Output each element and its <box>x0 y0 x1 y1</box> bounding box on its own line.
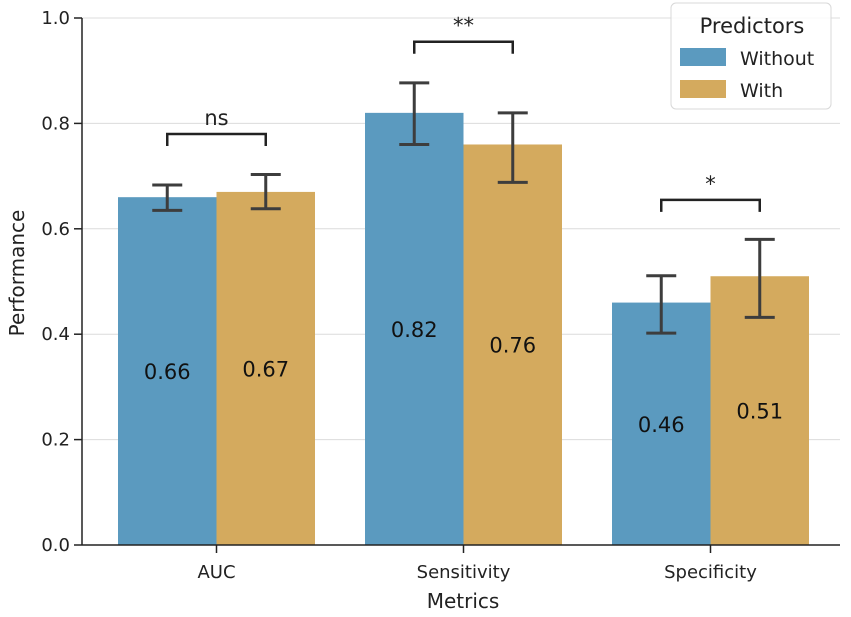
bars <box>118 112 809 546</box>
significance-bracket <box>413 40 514 54</box>
value-label: 0.51 <box>736 400 783 424</box>
legend-swatch-without <box>680 48 726 66</box>
y-tick-label: 0.0 <box>41 535 70 556</box>
x-axis-title: Metrics <box>427 589 500 613</box>
legend: Predictors Without With <box>670 2 832 110</box>
value-label: 0.82 <box>391 318 438 342</box>
bar-with-auc <box>216 191 315 545</box>
significance-label: ns <box>204 106 228 130</box>
value-labels: 0.66 0.67 0.82 0.76 0.46 0.51 <box>144 318 783 437</box>
value-label: 0.66 <box>144 360 191 384</box>
significance-label: ** <box>453 14 474 38</box>
x-tick-label: Sensitivity <box>417 562 511 583</box>
bar-without-auc <box>118 197 217 545</box>
bar-without-sensitivity <box>365 112 464 546</box>
y-axis-title: Performance <box>5 210 29 337</box>
significance-bracket <box>166 132 267 146</box>
legend-title: Predictors <box>700 14 805 38</box>
error-bars <box>152 81 775 335</box>
bar-with-sensitivity <box>463 144 562 546</box>
y-tick-label: 1.0 <box>41 8 70 29</box>
significance-label: * <box>705 172 716 196</box>
y-tick-label: 0.8 <box>41 113 70 134</box>
x-tick-label: AUC <box>197 562 235 583</box>
bar-without-specificity <box>612 302 711 545</box>
significance-bracket <box>660 198 761 212</box>
y-tick-label: 0.4 <box>41 324 70 345</box>
value-label: 0.67 <box>242 357 289 381</box>
x-tick-label: Specificity <box>664 562 757 583</box>
y-tick-label: 0.2 <box>41 430 70 451</box>
y-tick-label: 0.6 <box>41 219 70 240</box>
bar-with-specificity <box>710 276 809 545</box>
value-label: 0.46 <box>638 413 685 437</box>
axes: 0.0 0.2 0.4 0.6 0.8 1.0 AUC Sensitivity Specific… <box>41 8 840 583</box>
legend-label-with: With <box>740 80 783 102</box>
significance-brackets: ns*** <box>166 14 761 212</box>
legend-label-without: Without <box>740 48 814 70</box>
value-label: 0.76 <box>489 334 536 358</box>
legend-swatch-with <box>680 80 726 98</box>
